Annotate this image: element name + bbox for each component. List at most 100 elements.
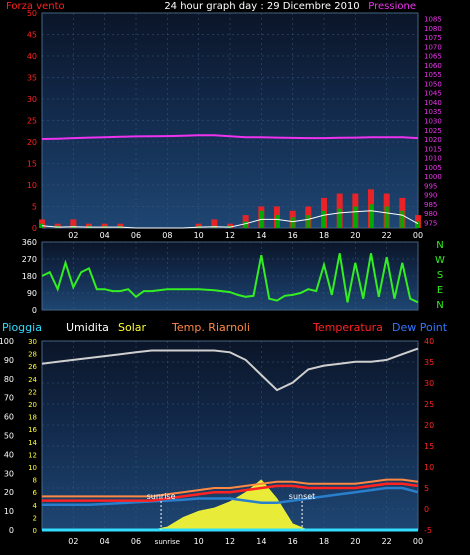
pressure-tick-label: 1040 — [424, 99, 442, 107]
wind-avg-line — [41, 210, 419, 229]
wind-max-bar — [211, 219, 218, 228]
compass-letter: S — [437, 270, 443, 281]
x-tick-label: 12 — [225, 231, 235, 240]
rain-tick-label: 30 — [4, 469, 14, 478]
rain-tick-label: 10 — [4, 507, 14, 516]
rain-tick-label: 80 — [4, 375, 14, 384]
solar-tick-label: 18 — [28, 414, 37, 422]
rain-tick-label: 40 — [4, 450, 14, 459]
temperature-axis-ticks: -5 0 5 10 15 20 25 30 35 40 — [424, 337, 434, 535]
temperature-tick-label: 20 — [424, 421, 434, 430]
wind-gust-bar — [306, 215, 311, 228]
solar-tick-label: 0 — [33, 527, 37, 535]
legend-temperatura: Temperatura — [312, 321, 383, 334]
wind-tick-label: 35 — [27, 74, 37, 83]
legend-pioggia: Pioggia — [2, 321, 42, 334]
pressure-tick-label: 980 — [424, 210, 437, 218]
solar-tick-label: 14 — [28, 439, 37, 447]
solar-tick-label: 22 — [28, 388, 37, 396]
direction-tick-label: 90 — [27, 289, 37, 298]
solar-tick-label: 4 — [33, 502, 38, 510]
pressure-tick-label: 1060 — [424, 62, 442, 70]
x-tick-label: 04 — [100, 537, 110, 546]
solar-tick-label: 20 — [28, 401, 37, 409]
solar-tick-label: 8 — [33, 477, 37, 485]
compass-letter: N — [436, 300, 443, 311]
x-tick-label: 20 — [350, 231, 360, 240]
rain-tick-label: 70 — [4, 394, 14, 403]
wind-gust-bar — [290, 217, 295, 228]
direction-tick-label: 180 — [22, 272, 37, 281]
legend-dew-point: Dew Point — [392, 321, 448, 334]
pressure-tick-label: 975 — [424, 219, 437, 227]
x-tick-label: 08 — [162, 231, 172, 240]
wind-tick-label: 50 — [27, 9, 37, 18]
legend-solar: Solar — [118, 321, 147, 334]
rain-tick-label: 60 — [4, 413, 14, 422]
wind-gust-bar — [400, 210, 405, 228]
x-tick-label: 02 — [68, 231, 78, 240]
solar-tick-label: 30 — [28, 338, 37, 346]
solar-tick-label: 6 — [33, 489, 38, 497]
wind-gust-bar — [416, 221, 420, 228]
temperature-tick-label: 5 — [424, 484, 429, 493]
temperature-tick-label: 30 — [424, 379, 434, 388]
temperature-tick-label: 25 — [424, 400, 434, 409]
rain-tick-label: 100 — [0, 337, 14, 346]
pressure-tick-label: 985 — [424, 201, 437, 209]
weather-grid — [42, 340, 419, 531]
direction-grid — [42, 241, 419, 311]
x-tick-label: 22 — [382, 537, 392, 546]
pressure-tick-label: 1045 — [424, 90, 442, 98]
x-tick-label: 00 — [413, 537, 423, 546]
humidity-line — [41, 347, 419, 392]
pressure-tick-label: 1035 — [424, 108, 442, 116]
solar-tick-label: 16 — [28, 426, 37, 434]
compass-letter: E — [437, 285, 443, 296]
pressure-tick-label: 995 — [424, 182, 437, 190]
rain-tick-label: 0 — [9, 526, 14, 535]
temperature-tick-label: 10 — [424, 463, 434, 472]
solar-tick-label: 12 — [28, 451, 37, 459]
temperature-tick-label: 40 — [424, 337, 434, 346]
rain-tick-label: 50 — [4, 432, 14, 441]
temperature-tick-label: 35 — [424, 358, 434, 367]
temperature-tick-label: 0 — [424, 505, 429, 514]
pressure-tick-label: 1030 — [424, 118, 442, 126]
x-tick-label: sunrise — [155, 538, 180, 546]
x-tick-label: 14 — [256, 537, 266, 546]
x-tick-label: 06 — [131, 537, 141, 546]
pressure-tick-label: 1010 — [424, 155, 442, 163]
x-tick-label: 10 — [194, 537, 204, 546]
wind-tick-label: 45 — [27, 31, 37, 40]
rain-axis-ticks: 0 10 20 30 40 50 60 70 80 90 100 — [0, 337, 14, 535]
x-tick-label: 10 — [194, 231, 204, 240]
x-tick-label: 04 — [100, 231, 110, 240]
temp-riarnoli-line — [42, 478, 419, 498]
wind-gust-bar — [243, 221, 248, 228]
direction-tick-label: 0 — [32, 306, 37, 315]
x-tick-label: 06 — [131, 231, 141, 240]
x-tick-label: 00 — [413, 231, 423, 240]
direction-tick-label: 270 — [22, 255, 37, 264]
rain-tick-label: 20 — [4, 488, 14, 497]
pressure-tick-label: 1015 — [424, 145, 442, 153]
solar-tick-label: 28 — [28, 351, 37, 359]
wind-axis-title: Forza vento — [6, 1, 65, 12]
weather-series: sunrise sunset — [41, 347, 419, 532]
x-tick-label: 22 — [382, 231, 392, 240]
legend-umidita: Umidita — [66, 321, 109, 334]
wind-tick-label: 30 — [27, 95, 37, 104]
wind-tick-label: 0 — [32, 224, 37, 233]
wind-max-bar — [70, 219, 77, 228]
legend-temp-riarnoli: Temp. Riarnoli — [171, 321, 250, 334]
wind-pressure-series — [39, 134, 421, 229]
pressure-tick-label: 1005 — [424, 164, 442, 172]
pressure-tick-label: 1085 — [424, 16, 442, 24]
pressure-tick-label: 1075 — [424, 34, 442, 42]
wind-tick-label: 15 — [27, 160, 37, 169]
pressure-tick-label: 1025 — [424, 127, 442, 135]
